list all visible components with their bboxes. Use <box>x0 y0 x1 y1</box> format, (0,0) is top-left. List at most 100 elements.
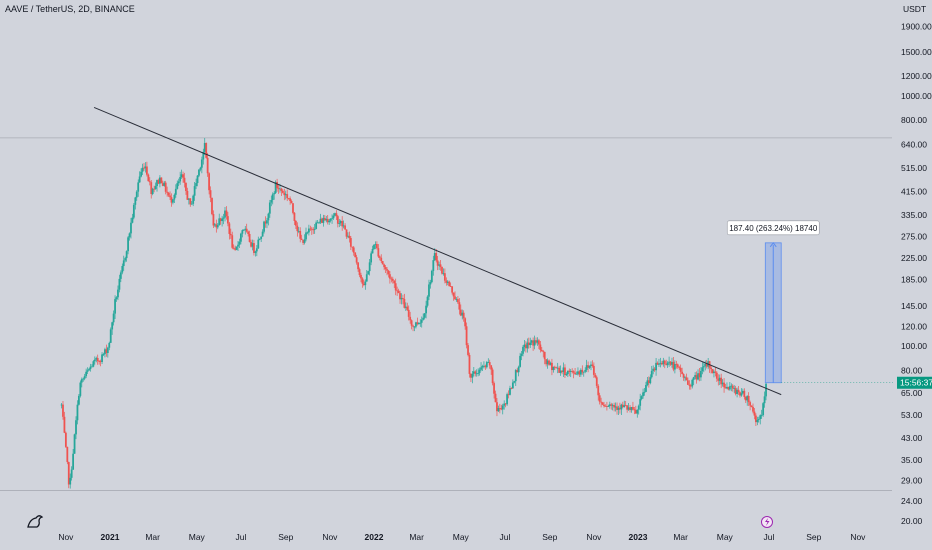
candle-body <box>248 233 251 242</box>
candle-body <box>76 404 79 421</box>
lightning-event-icon[interactable] <box>761 516 773 528</box>
candle-body <box>300 238 303 240</box>
candle-body <box>467 345 469 355</box>
candle-body <box>671 361 673 365</box>
candle-body <box>351 246 354 248</box>
candle-body <box>321 218 323 223</box>
candle-body <box>481 366 484 368</box>
candle-body <box>562 367 565 373</box>
candle-body <box>296 225 299 232</box>
candle-body <box>762 403 765 416</box>
price-tick-label: 145.00 <box>901 301 927 311</box>
candle-body <box>299 230 302 239</box>
time-axis[interactable]: Nov 2021 Mar May Jul Sep Nov 2022 Mar May Jul Sep No… <box>58 532 866 542</box>
candle-body <box>608 404 611 407</box>
candle-body <box>610 404 613 406</box>
candle-body <box>713 371 715 374</box>
candle-body <box>614 406 617 408</box>
trendline[interactable] <box>93 106 782 396</box>
candle-body <box>439 264 442 267</box>
candle-body <box>267 213 270 221</box>
candle-body <box>672 361 675 370</box>
candle-body <box>334 213 336 216</box>
candle-body <box>552 366 555 371</box>
candle-body <box>66 446 69 463</box>
candle-body <box>477 373 480 374</box>
price-tick-label: 1900.00 <box>901 21 932 31</box>
candlesticks[interactable] <box>60 138 767 489</box>
candle-body <box>714 371 717 373</box>
candle-body <box>514 370 517 382</box>
candle-body <box>446 281 449 283</box>
candle-body <box>731 385 734 389</box>
price-tick-label: 1200.00 <box>901 71 932 81</box>
candle-body <box>261 231 264 237</box>
candle-body <box>445 280 448 283</box>
candle-body <box>348 235 351 239</box>
candle-body <box>266 220 268 224</box>
candle-body <box>600 401 603 403</box>
candle-body <box>682 373 685 378</box>
candle-body <box>681 371 684 374</box>
candle-body <box>367 271 370 275</box>
candle-body <box>326 218 329 223</box>
candle-body <box>396 290 399 292</box>
candle-body <box>208 173 210 191</box>
candle-body <box>698 373 701 378</box>
candle-body <box>582 371 585 373</box>
candle-body <box>506 394 508 405</box>
candle-body <box>98 360 101 362</box>
candle-body <box>724 387 727 389</box>
candle-body <box>166 191 169 193</box>
candle-body <box>131 217 134 223</box>
candle-body <box>584 369 587 372</box>
candle-body <box>475 373 478 375</box>
candle-body <box>543 351 546 360</box>
candle-body <box>347 235 349 237</box>
candle-body <box>140 171 143 177</box>
candle-body <box>99 361 102 363</box>
candle-body <box>130 222 132 234</box>
price-tick-label: 1000.00 <box>901 91 932 101</box>
candle-body <box>656 362 659 365</box>
candle-body <box>419 322 422 324</box>
candle-body <box>91 366 93 368</box>
tradingview-logo-icon[interactable] <box>27 515 44 528</box>
candle-body <box>588 365 591 368</box>
candle-body <box>669 361 672 365</box>
candle-body <box>507 394 510 395</box>
price-axis[interactable]: 20.00 24.00 29.00 35.00 43.00 53.00 65.00 80.00… <box>901 21 932 526</box>
candle-body <box>193 186 196 196</box>
candle-body <box>203 142 206 152</box>
candle-body <box>213 224 216 226</box>
candle-body <box>69 477 72 485</box>
price-range-measure[interactable] <box>764 242 893 384</box>
candle-body <box>546 360 549 365</box>
candle-body <box>280 188 283 191</box>
candle-body <box>189 198 192 205</box>
time-tick-label: May <box>717 532 734 542</box>
candle-body <box>316 222 319 224</box>
candle-body <box>572 371 575 373</box>
candle-body <box>410 320 413 326</box>
candle-body <box>341 221 344 227</box>
candle-body <box>89 366 92 370</box>
candle-body <box>85 371 88 377</box>
candle-body <box>144 166 147 169</box>
candle-body <box>169 195 171 198</box>
candle-body <box>633 409 636 411</box>
candle-body <box>564 367 566 376</box>
candle-body <box>122 260 125 267</box>
price-tick-label: 335.00 <box>901 210 927 220</box>
candle-body <box>553 366 556 368</box>
candle-body <box>485 362 488 368</box>
price-tick-label: 80.00 <box>901 365 923 375</box>
candle-body <box>404 306 407 308</box>
candle-body <box>493 383 495 394</box>
candle-body <box>643 391 646 393</box>
candle-body <box>358 269 361 275</box>
candle-body <box>238 241 241 245</box>
candle-body <box>402 297 404 299</box>
candle-body <box>705 363 708 367</box>
